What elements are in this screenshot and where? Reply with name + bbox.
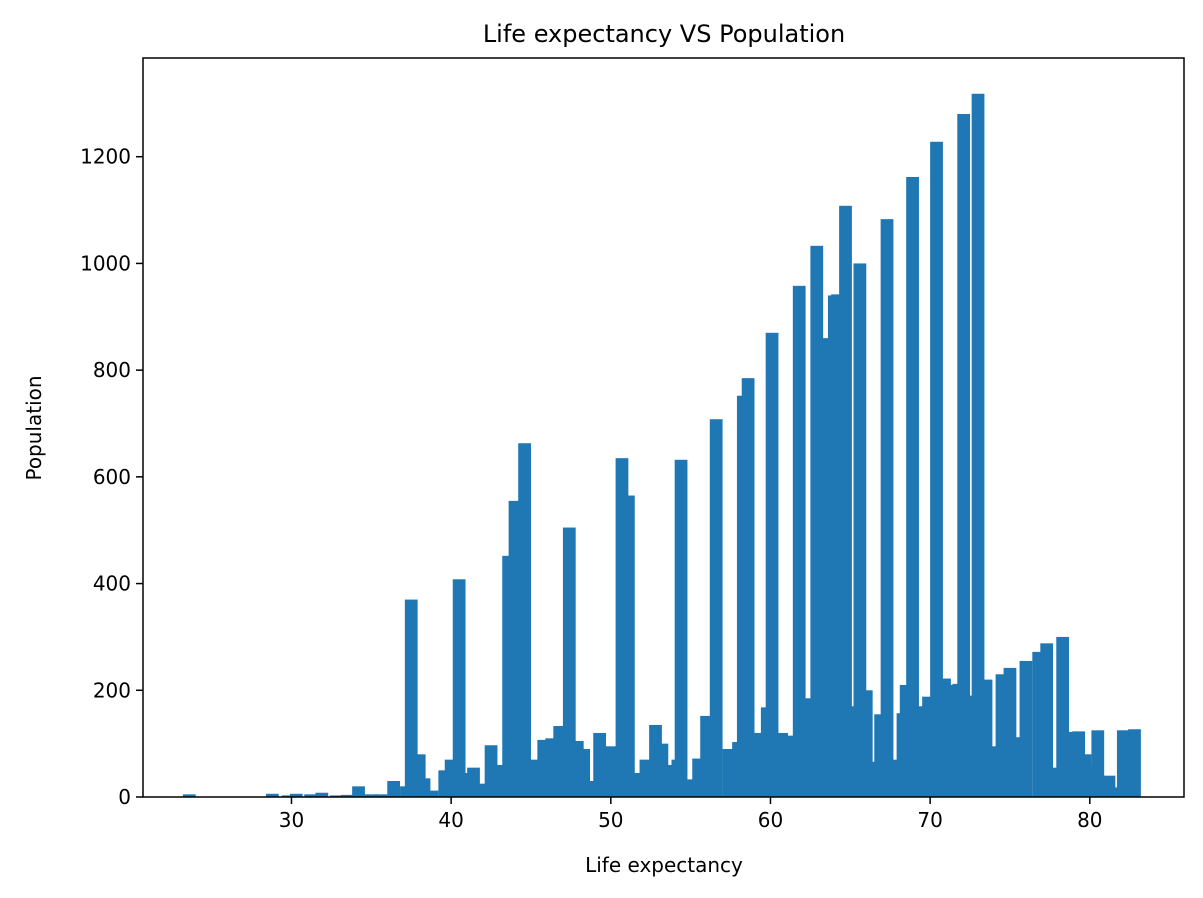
bar (1108, 787, 1122, 797)
bar (1116, 730, 1130, 797)
bar (1003, 667, 1017, 797)
bar (281, 795, 295, 797)
plot-frame (142, 57, 1185, 798)
bar (741, 378, 755, 797)
bar (700, 715, 713, 797)
bar (709, 419, 723, 797)
bar (818, 338, 832, 797)
bar (577, 748, 591, 797)
x-tick-label: 50 (598, 808, 623, 832)
bar (404, 599, 418, 797)
y-tick-label: 200 (93, 678, 131, 702)
bar (783, 735, 797, 797)
bar (352, 786, 365, 797)
bar (1062, 731, 1076, 797)
bar (364, 794, 378, 797)
y-tick-label: 400 (93, 572, 131, 596)
bar (1128, 729, 1141, 797)
x-tick-label: 60 (758, 808, 783, 832)
x-tick-label: 40 (438, 808, 463, 832)
bar (604, 746, 618, 797)
bars-group (182, 93, 1141, 798)
y-tick-label: 600 (93, 465, 131, 489)
x-axis: 30 40 50 60 70 80 (279, 797, 1103, 832)
bar (374, 794, 388, 797)
bar (639, 759, 653, 797)
bar (265, 793, 279, 797)
bar (906, 176, 919, 798)
bar (839, 205, 852, 798)
bar (562, 527, 576, 797)
bar (315, 792, 329, 797)
bar (628, 772, 642, 797)
x-axis-label: Life expectancy (585, 853, 743, 877)
bar (765, 332, 779, 797)
bar (930, 141, 943, 797)
x-tick-label: 70 (917, 808, 942, 832)
bar (475, 783, 488, 797)
y-axis: 0 200 400 600 800 1000 1200 (80, 145, 143, 809)
y-tick-label: 1000 (80, 251, 131, 275)
bar (859, 690, 873, 797)
bar (957, 114, 971, 797)
y-axis-label: Population (22, 375, 46, 480)
bar (518, 443, 531, 797)
bar (329, 795, 343, 797)
bar (289, 793, 303, 797)
bar (425, 790, 439, 797)
bar (853, 263, 867, 797)
bar (527, 759, 541, 797)
y-tick-label: 1200 (80, 145, 131, 169)
bar (621, 495, 635, 797)
bar (1019, 660, 1033, 797)
bar (674, 459, 688, 797)
bar (1091, 730, 1105, 797)
bar (880, 219, 894, 797)
bar (387, 780, 401, 797)
bar (971, 93, 985, 797)
bar (484, 745, 498, 797)
bar (340, 794, 354, 797)
bar (792, 285, 806, 797)
bar (182, 794, 196, 797)
bar (452, 579, 466, 797)
x-tick-label: 80 (1077, 808, 1102, 832)
y-tick-label: 800 (93, 358, 131, 382)
y-tick-label: 0 (118, 785, 131, 809)
bar (508, 500, 522, 797)
bar (593, 732, 607, 797)
x-tick-label: 30 (279, 808, 304, 832)
bar (1040, 643, 1054, 797)
bar (553, 726, 567, 797)
chart-title: Life expectancy VS Population (483, 20, 845, 48)
bar (304, 794, 318, 797)
